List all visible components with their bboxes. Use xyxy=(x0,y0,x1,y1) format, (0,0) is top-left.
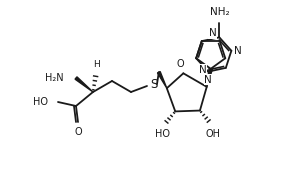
Text: H₂N: H₂N xyxy=(45,73,64,83)
Polygon shape xyxy=(207,68,213,87)
Text: O: O xyxy=(74,127,82,137)
Text: S: S xyxy=(150,77,158,91)
Text: N: N xyxy=(199,65,207,75)
Polygon shape xyxy=(75,77,93,92)
Text: O: O xyxy=(177,59,184,69)
Text: HO: HO xyxy=(155,129,170,139)
Text: OH: OH xyxy=(205,129,220,139)
Text: N: N xyxy=(234,46,242,56)
Text: NH₂: NH₂ xyxy=(210,7,229,17)
Polygon shape xyxy=(157,72,167,88)
Text: N: N xyxy=(204,75,212,85)
Text: H: H xyxy=(94,60,100,69)
Text: HO: HO xyxy=(33,97,48,107)
Text: N: N xyxy=(209,28,217,38)
